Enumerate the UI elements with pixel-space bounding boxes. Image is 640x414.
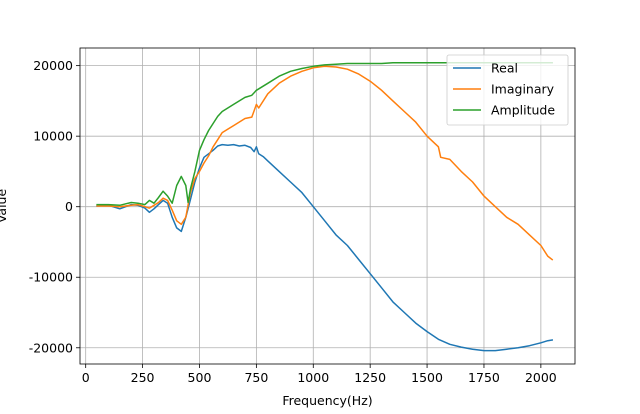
x-tick-label: 1750	[468, 370, 500, 385]
legend-label: Amplitude	[491, 103, 555, 118]
y-tick-label: 0	[65, 199, 73, 214]
y-tick-label: 10000	[33, 129, 73, 144]
x-tick-label: 1250	[354, 370, 386, 385]
plot-frame	[79, 47, 576, 365]
legend: Real Imaginary Amplitude	[446, 54, 569, 126]
x-tick-label: 750	[244, 370, 268, 385]
y-tick-label: 20000	[33, 58, 73, 73]
series-line-imaginary	[96, 65, 554, 261]
x-tick-label: 1500	[411, 370, 443, 385]
x-tick-label: 2000	[525, 370, 557, 385]
axis-ticks: 0 250 500 750 1000 1250 1500 1750 2000 -20000 -100…	[29, 58, 557, 385]
x-tick-label: 0	[82, 370, 90, 385]
x-tick-label: 250	[131, 370, 155, 385]
y-tick-label: -20000	[29, 340, 73, 355]
legend-label: Imaginary	[491, 82, 555, 97]
series-line-amplitude	[96, 62, 553, 207]
x-axis-label: Frequency(Hz)	[282, 393, 372, 408]
legend-label: Real	[491, 61, 518, 76]
series-lines	[96, 62, 554, 352]
legend-box	[446, 54, 569, 126]
x-tick-label: 500	[188, 370, 212, 385]
x-tick-label: 1000	[297, 370, 329, 385]
y-tick-label: -10000	[29, 270, 73, 285]
series-line-real	[96, 143, 554, 352]
y-axis-label: Value	[0, 189, 9, 224]
